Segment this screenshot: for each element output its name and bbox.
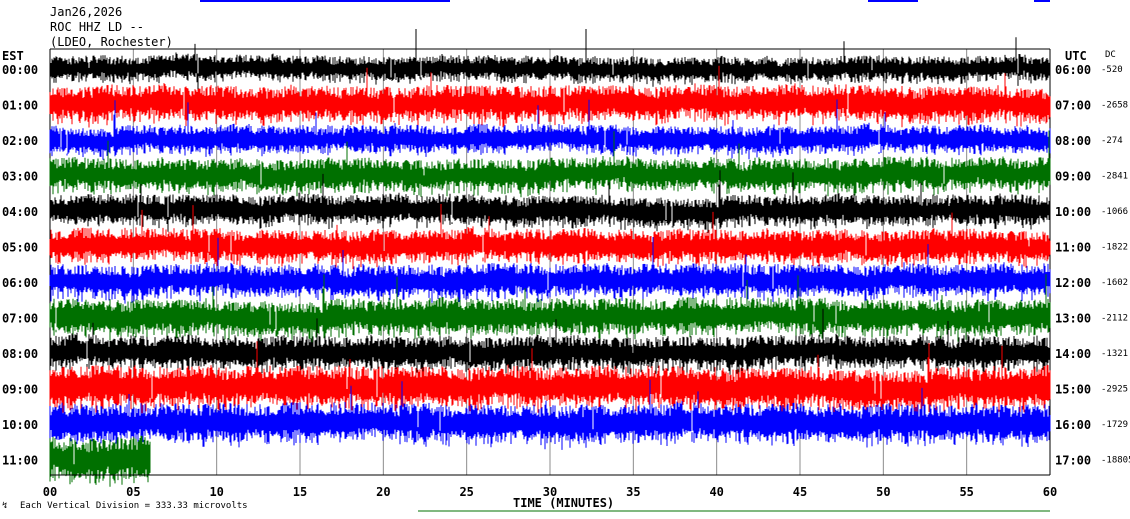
trace-row-1100 <box>49 435 151 487</box>
dc-offset-value: -1880558 <box>1101 456 1130 466</box>
x-tick-label: 50 <box>876 485 890 499</box>
utc-hour-label: 16:00 <box>1055 418 1091 432</box>
utc-hour-label: 17:00 <box>1055 454 1091 468</box>
x-axis-title: TIME (MINUTES) <box>513 496 614 510</box>
trace-row-0300 <box>49 130 1051 198</box>
dc-header: DC <box>1105 50 1116 60</box>
trace-row-0100 <box>49 65 1051 128</box>
x-tick-label: 15 <box>293 485 307 499</box>
dc-offset-value: -1602 <box>1101 278 1128 288</box>
est-hour-label: 03:00 <box>2 170 38 184</box>
utc-hour-label: 14:00 <box>1055 347 1091 361</box>
top-marker-bar <box>1034 0 1050 2</box>
trace-row-0000 <box>49 29 1051 94</box>
utc-hour-label: 08:00 <box>1055 134 1091 148</box>
trace-row-1000 <box>49 379 1051 450</box>
x-tick-label: 25 <box>459 485 473 499</box>
x-tick-label: 00 <box>43 485 57 499</box>
dc-offset-value: -1321 <box>1101 349 1128 359</box>
x-tick-label: 60 <box>1043 485 1057 499</box>
trace-row-0200 <box>49 99 1051 160</box>
dc-offset-value: -274 <box>1101 136 1123 146</box>
x-tick-label: 10 <box>209 485 223 499</box>
est-hour-label: 04:00 <box>2 205 38 219</box>
utc-hour-label: 15:00 <box>1055 383 1091 397</box>
est-hour-label: 01:00 <box>2 99 38 113</box>
utc-hour-label: 11:00 <box>1055 241 1091 255</box>
est-hour-label: 08:00 <box>2 347 38 361</box>
dc-offset-value: -2112 <box>1101 314 1128 324</box>
trace-row-0700 <box>49 274 1051 343</box>
dc-offset-value: -2841 <box>1101 172 1128 182</box>
x-tick-label: 30 <box>543 485 557 499</box>
est-hour-label: 00:00 <box>2 63 38 77</box>
dc-offset-value: -1822 <box>1101 243 1128 253</box>
trace-row-0900 <box>49 341 1051 417</box>
x-tick-label: 45 <box>793 485 807 499</box>
seismic-traces <box>49 29 1051 487</box>
utc-hour-label: 09:00 <box>1055 170 1091 184</box>
top-marker-bar <box>868 0 918 2</box>
x-axis-ticks: 00 05 10 15 20 25 30 35 40 45 50 55 60 <box>43 485 1057 499</box>
est-hour-label: 05:00 <box>2 241 38 255</box>
trace-row-0500 <box>49 204 1051 270</box>
dc-offset-value: -1729 <box>1101 420 1128 430</box>
x-tick-label: 05 <box>126 485 140 499</box>
dc-offset-value: -2658 <box>1101 101 1128 111</box>
scale-note: Each Vertical Division = 333.33 microvol… <box>20 501 248 511</box>
x-tick-label: 40 <box>709 485 723 499</box>
est-hour-label: 02:00 <box>2 134 38 148</box>
dc-offset-value: -1066 <box>1101 207 1128 217</box>
est-hour-label: 09:00 <box>2 383 38 397</box>
x-tick-label: 20 <box>376 485 390 499</box>
utc-hour-label: 06:00 <box>1055 63 1091 77</box>
utc-hour-label: 10:00 <box>1055 205 1091 219</box>
est-hour-label: 06:00 <box>2 276 38 290</box>
est-hour-label: 10:00 <box>2 418 38 432</box>
est-hour-label: 11:00 <box>2 454 38 468</box>
date-label: Jan26,2026 <box>50 5 122 19</box>
trace-row-0400 <box>49 170 1051 233</box>
network-label: (LDEO, Rochester) <box>50 35 173 49</box>
station-label: ROC HHZ LD -- <box>50 20 144 34</box>
scale-icon: ↯ <box>2 501 7 511</box>
x-tick-label: 35 <box>626 485 640 499</box>
left-timezone-label: EST <box>2 49 24 63</box>
dc-offset-value: -2925 <box>1101 385 1128 395</box>
est-hour-label: 07:00 <box>2 312 38 326</box>
dc-offset-value: -520 <box>1101 65 1123 75</box>
top-marker-bar <box>200 0 450 2</box>
x-tick-label: 55 <box>959 485 973 499</box>
utc-hour-label: 12:00 <box>1055 276 1091 290</box>
trace-row-0800 <box>49 308 1051 375</box>
utc-hour-label: 07:00 <box>1055 99 1091 113</box>
right-timezone-label: UTC <box>1065 49 1087 63</box>
trace-row-0600 <box>49 237 1051 304</box>
utc-hour-label: 13:00 <box>1055 312 1091 326</box>
